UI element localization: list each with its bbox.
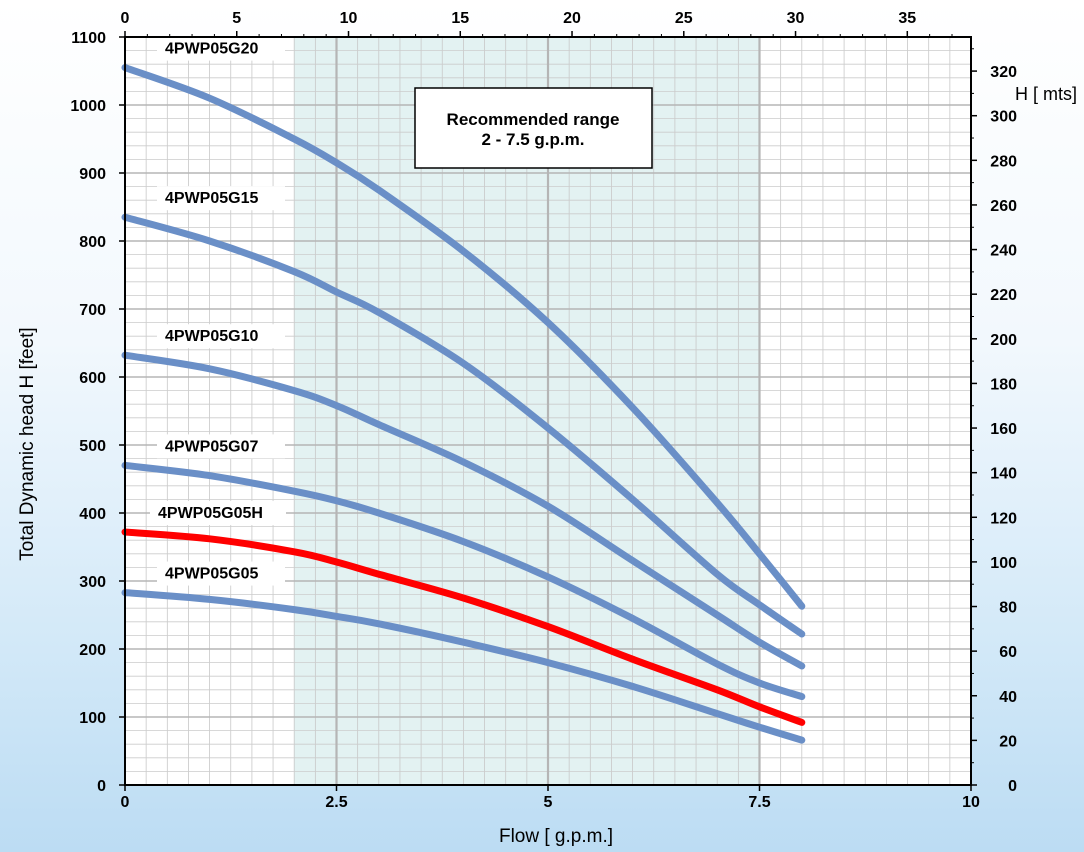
x-axis-title: Flow [ g.p.m.]: [499, 826, 613, 847]
curve-label-bg: [157, 324, 285, 349]
x2-tick-label: 10: [340, 10, 358, 27]
curve-label-4pwp05g05h: 4PWP05G05H: [158, 505, 263, 522]
y-tick-label: 0: [97, 778, 106, 795]
curve-label-4pwp05g05: 4PWP05G05: [165, 566, 258, 583]
y-tick-label: 500: [79, 438, 106, 455]
y2-tick-label: 20: [999, 733, 1017, 750]
y2-axis-ticks: 0 20 40 60 80 100 120 140 160 180 200 220 240 260 280 3…: [971, 48, 1017, 795]
y2-tick-label: 260: [990, 198, 1017, 215]
curve-4pwp05g07: [121, 461, 806, 701]
x2-tick-label: 30: [787, 10, 805, 27]
major-grid: [125, 37, 971, 785]
y-tick-label: 600: [79, 370, 106, 387]
x2-axis-ticks: 0 5 10 15 20 25 30 35: [121, 10, 953, 37]
y-tick-label: 1100: [71, 30, 106, 47]
y-tick-label: 300: [79, 574, 106, 591]
curve-4pwp05g05h: [121, 528, 806, 726]
y2-tick-label: 100: [990, 555, 1017, 572]
curve-4pwp05g15: [121, 213, 806, 638]
x2-tick-label: 25: [675, 10, 693, 27]
x2-tick-label: 15: [451, 10, 469, 27]
y-tick-label: 800: [79, 234, 106, 251]
x-tick-label: 5: [544, 794, 553, 811]
curve-4pwp05g05: [121, 589, 806, 744]
y2-tick-label: 40: [999, 689, 1017, 706]
curve-label-bg: [157, 36, 285, 61]
x2-tick-label: 20: [563, 10, 581, 27]
curve-label-bg: [157, 186, 285, 211]
y2-tick-label: 60: [999, 644, 1017, 661]
curve-label-bg: [157, 561, 285, 586]
x2-tick-label: 5: [232, 10, 241, 27]
x-axis-ticks: 0 2.5 5 7.5 10: [121, 785, 980, 811]
x2-tick-label: 0: [121, 10, 130, 27]
x-tick-label: 0: [121, 794, 130, 811]
y-tick-label: 100: [79, 710, 106, 727]
recommended-range-note: Recommended range 2 - 7.5 g.p.m.: [414, 87, 653, 169]
y2-tick-label: 120: [990, 510, 1017, 527]
y2-tick-label: 180: [990, 376, 1017, 393]
curve-label-4pwp05g07: 4PWP05G07: [165, 438, 258, 455]
y2-tick-label: 160: [990, 421, 1017, 438]
x-tick-label: 7.5: [748, 794, 770, 811]
y2-tick-label: 300: [990, 109, 1017, 126]
curve-label-4pwp05g10: 4PWP05G10: [165, 328, 258, 345]
y2-tick-label: 320: [990, 64, 1017, 81]
curve-4pwp05g10: [121, 351, 806, 670]
curve-labels: 4PWP05G20 4PWP05G15 4PWP05G10 4PWP05G07 4PWP…: [150, 36, 286, 586]
y2-tick-label: 140: [990, 466, 1017, 483]
y-tick-label: 1000: [70, 98, 106, 115]
y-axis-ticks: 0 100 200 300 400 500 600 700 800 900 1000 1100: [70, 30, 125, 795]
note-line-2: 2 - 7.5 g.p.m.: [482, 130, 585, 149]
y-tick-label: 400: [79, 506, 106, 523]
y-tick-label: 200: [79, 642, 106, 659]
y2-axis-title: H [ mts]: [1015, 84, 1077, 104]
y2-tick-label: 0: [1008, 778, 1017, 795]
curve-4pwp05g20: [121, 64, 806, 610]
y2-tick-label: 80: [999, 600, 1017, 617]
note-box: [414, 87, 653, 169]
curve-label-4pwp05g20: 4PWP05G20: [165, 41, 258, 58]
y-tick-label: 700: [79, 302, 106, 319]
x-tick-label: 10: [962, 794, 980, 811]
y2-tick-label: 200: [990, 332, 1017, 349]
y-tick-label: 900: [79, 166, 106, 183]
y-axis-title: Total Dynamic head H [feet]: [17, 327, 38, 560]
y2-tick-label: 280: [990, 153, 1017, 170]
x2-tick-label: 35: [898, 10, 916, 27]
curve-label-4pwp05g15: 4PWP05G15: [165, 190, 258, 207]
x-tick-label: 2.5: [325, 794, 347, 811]
curve-label-bg: [157, 434, 285, 459]
curves: [121, 64, 806, 744]
y2-tick-label: 240: [990, 243, 1017, 260]
curve-label-bg: [150, 501, 286, 526]
note-line-1: Recommended range: [447, 110, 620, 129]
y2-tick-label: 220: [990, 287, 1017, 304]
